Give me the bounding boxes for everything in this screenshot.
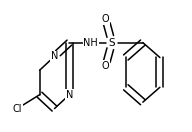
Text: S: S [109,38,115,48]
Text: O: O [102,61,109,71]
Text: N: N [66,90,73,100]
Text: N: N [51,51,58,61]
Text: NH: NH [83,38,98,48]
Text: O: O [102,14,109,24]
Text: Cl: Cl [12,104,22,114]
